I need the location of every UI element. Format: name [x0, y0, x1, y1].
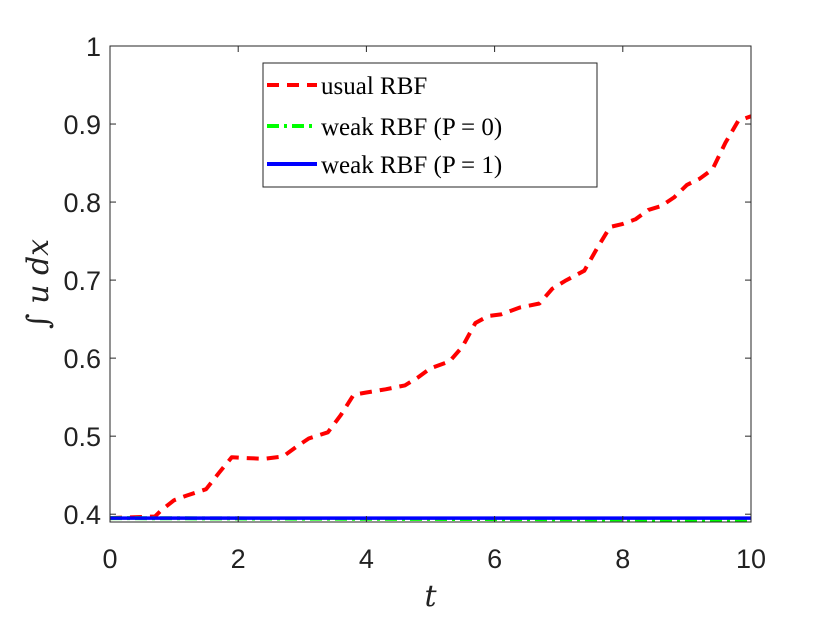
y-tick-label: 0.5 [63, 422, 101, 452]
legend-label-weak-rbf-p0: weak RBF (P = 0) [321, 114, 502, 141]
y-axis-title: ∫ u dx [21, 239, 56, 329]
legend-label-weak-rbf-p1: weak RBF (P = 1) [321, 152, 502, 179]
legend-label-usual-rbf: usual RBF [321, 73, 427, 100]
series-line-usual-rbf [109, 114, 752, 521]
y-tick-label: 0.4 [63, 500, 101, 530]
x-tick-label: 10 [736, 544, 766, 574]
x-tick-label: 0 [102, 544, 117, 574]
y-tick-label: 1 [86, 32, 101, 62]
y-tick-label: 0.7 [63, 266, 101, 296]
x-tick-label: 4 [359, 544, 374, 574]
legend: usual RBF weak RBF (P = 0) weak RBF (P =… [262, 62, 598, 188]
x-tick-label: 8 [615, 544, 630, 574]
y-tick-label: 0.6 [63, 344, 101, 374]
series-layer [109, 114, 752, 522]
x-tick-label: 2 [231, 544, 246, 574]
x-axis-title: t [424, 579, 437, 614]
y-tick-label: 0.8 [63, 188, 101, 218]
y-tick-label: 0.9 [63, 110, 101, 140]
tick-layer: 0 2 4 6 8 10 0.4 0.5 0.6 0.7 0.8 0.9 1 [63, 32, 766, 574]
x-tick-label: 6 [487, 544, 502, 574]
plot-area-frame [109, 45, 752, 523]
legend-box [262, 62, 598, 188]
